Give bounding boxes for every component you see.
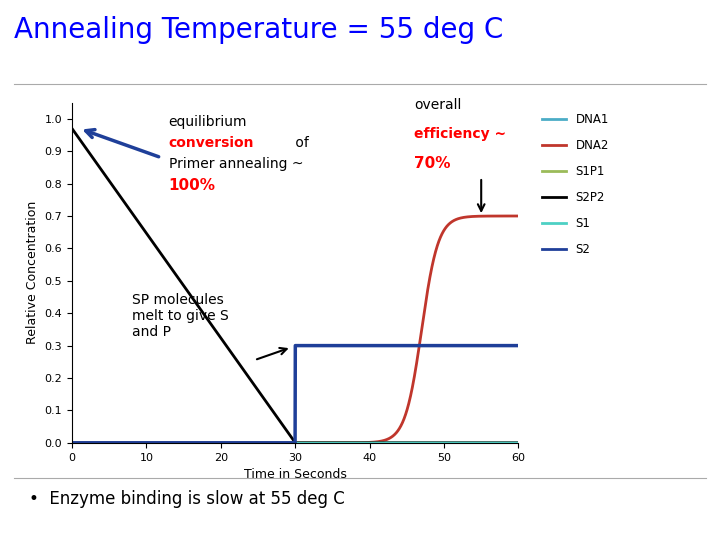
S2P2	[273, 414, 282, 421]
S1	[501, 440, 510, 446]
DNA1	[91, 440, 99, 446]
S2	[291, 342, 300, 349]
Text: 100%: 100%	[168, 178, 216, 193]
Text: 70%: 70%	[414, 156, 451, 171]
DNA1	[514, 440, 523, 446]
Text: overall: overall	[414, 98, 462, 112]
Text: Annealing Temperature = 55 deg C: Annealing Temperature = 55 deg C	[14, 16, 504, 44]
Text: efficiency ~: efficiency ~	[414, 127, 506, 141]
Legend: DNA1, DNA2, S1P1, S2P2, S1, S2: DNA1, DNA2, S1P1, S2P2, S1, S2	[538, 109, 613, 261]
S1	[68, 440, 76, 446]
DNA1	[419, 440, 428, 446]
S2P2	[291, 440, 300, 446]
S1P1	[514, 440, 523, 446]
S2	[501, 342, 510, 349]
S1P1	[419, 440, 428, 446]
Text: Primer annealing ~: Primer annealing ~	[168, 157, 303, 171]
X-axis label: Time in Seconds: Time in Seconds	[244, 468, 346, 481]
S2P2	[514, 440, 523, 446]
S1P1	[68, 440, 76, 446]
Line: S2P2: S2P2	[72, 129, 518, 443]
S1	[273, 440, 282, 446]
DNA1	[273, 440, 282, 446]
DNA1	[284, 440, 293, 446]
S2	[501, 342, 510, 349]
S1P1	[501, 440, 510, 446]
S2P2	[284, 431, 293, 437]
S1	[514, 440, 523, 446]
S2P2	[419, 440, 428, 446]
S2	[68, 440, 76, 446]
Y-axis label: Relative Concentration: Relative Concentration	[26, 201, 39, 345]
S2	[91, 440, 99, 446]
Text: •  Enzyme binding is slow at 55 deg C: • Enzyme binding is slow at 55 deg C	[29, 490, 345, 508]
DNA2	[273, 440, 282, 446]
S1P1	[273, 440, 282, 446]
S2	[419, 342, 428, 349]
S2P2	[501, 440, 510, 446]
S2	[514, 342, 523, 349]
S1P1	[501, 440, 510, 446]
S1	[91, 440, 99, 446]
DNA2	[419, 314, 428, 320]
Text: equilibrium: equilibrium	[168, 114, 247, 129]
Text: of: of	[292, 136, 310, 150]
S1P1	[284, 440, 293, 446]
DNA2	[68, 440, 76, 446]
S2	[284, 440, 293, 446]
S1	[501, 440, 510, 446]
DNA2	[501, 213, 510, 219]
DNA1	[501, 440, 510, 446]
S2P2	[91, 157, 99, 164]
S2P2	[68, 125, 76, 132]
Line: DNA2: DNA2	[72, 216, 518, 443]
DNA2	[284, 440, 293, 446]
Text: SP molecules
melt to give S
and P: SP molecules melt to give S and P	[132, 293, 228, 339]
Line: S2: S2	[72, 346, 518, 443]
S1	[284, 440, 293, 446]
DNA1	[68, 440, 76, 446]
S2	[273, 440, 282, 446]
DNA1	[501, 440, 510, 446]
DNA2	[514, 213, 523, 219]
S1P1	[91, 440, 99, 446]
S2P2	[501, 440, 510, 446]
Text: conversion: conversion	[168, 136, 254, 150]
DNA2	[91, 440, 99, 446]
S1	[419, 440, 428, 446]
DNA2	[501, 213, 510, 219]
